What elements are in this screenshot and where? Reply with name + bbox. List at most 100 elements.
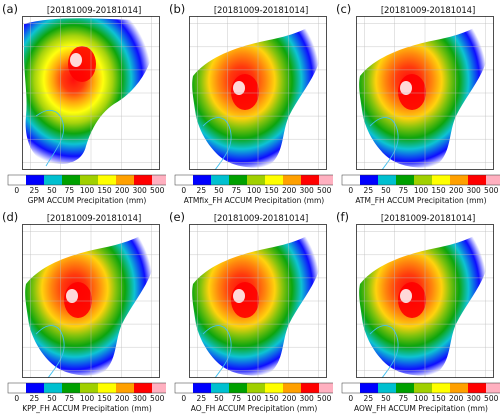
colorbar-segment — [193, 175, 211, 185]
colorbar-tick-label: 100 — [246, 394, 262, 403]
colorbar-segment — [283, 383, 301, 393]
colorbar-tick-label: 0 — [181, 186, 187, 195]
colorbar-tick-label: 150 — [431, 186, 446, 195]
colorbar-segment — [44, 383, 62, 393]
colorbar-segment — [193, 383, 211, 393]
colorbar-segment — [134, 383, 152, 393]
colorbar-segment — [229, 175, 247, 185]
colorbar-segment — [247, 175, 265, 185]
colorbar-ticks: 0 25 50 75 100 150 200 300 500 — [8, 186, 166, 196]
colorbar-segment — [450, 175, 468, 185]
colorbar-segment — [486, 383, 500, 393]
colorbar-label: KPP_FH ACCUM Precipitation (mm) — [22, 404, 152, 413]
colorbar-tick-label: 50 — [381, 394, 391, 403]
colorbar-segment — [98, 383, 116, 393]
panel-c: (c) [20181009-20181014] 0 25 50 75 100 150 200 30… — [334, 0, 500, 208]
panel-f: (f) [20181009-20181014] 0 25 50 75 100 150 200 30… — [334, 208, 500, 416]
panel-label: (c) — [336, 2, 352, 16]
colorbar-tick-label: 75 — [398, 394, 409, 403]
colorbar-segment — [283, 175, 301, 185]
panel-title: [20181009-20181014] — [380, 214, 476, 224]
colorbar-tick-label: 100 — [413, 186, 429, 195]
colorbar-tick-label: 0 — [14, 186, 20, 195]
colorbar-tick-label: 75 — [231, 186, 242, 195]
colorbar-tick-label: 50 — [47, 186, 57, 195]
colorbar-tick-label: 25 — [363, 394, 374, 403]
colorbar-segment — [301, 175, 319, 185]
colorbar-label: AO_FH ACCUM Precipitation (mm) — [190, 404, 318, 413]
colorbar-segment — [486, 175, 500, 185]
colorbar-ticks: 0 25 50 75 100 150 200 300 500 — [175, 394, 333, 404]
colorbar-segment — [396, 383, 414, 393]
colorbar-tick-label: 150 — [97, 186, 112, 195]
panel-label: (e) — [169, 210, 186, 224]
colorbar-tick-label: 100 — [79, 186, 95, 195]
colorbar-tick-label: 25 — [196, 394, 207, 403]
panel-a: (a) [20181009-20181014] 0 25 50 75 100 150 200 30… — [0, 0, 166, 208]
colorbar-segment — [342, 175, 360, 185]
colorbar-tick-label: 75 — [398, 186, 409, 195]
colorbar-tick-label: 300 — [466, 394, 481, 403]
colorbar-label: ATM_FH ACCUM Precipitation (mm) — [355, 196, 487, 205]
colorbar-ticks: 0 25 50 75 100 150 200 300 500 — [342, 394, 500, 404]
colorbar-tick-label: 150 — [431, 394, 446, 403]
colorbar-segment — [44, 175, 62, 185]
colorbar-segment — [319, 383, 333, 393]
colorbar-segment — [152, 175, 166, 185]
colorbar-tick-label: 300 — [299, 186, 314, 195]
precipitation-map — [22, 16, 160, 170]
colorbar-tick-label: 500 — [317, 186, 332, 195]
colorbar-tick-label: 25 — [29, 394, 40, 403]
colorbar — [174, 382, 333, 394]
colorbar-tick-label: 25 — [29, 186, 40, 195]
colorbar-tick-label: 300 — [299, 394, 314, 403]
colorbar-segment — [80, 383, 98, 393]
colorbar-segment — [450, 383, 468, 393]
colorbar-tick-label: 200 — [281, 186, 297, 195]
panel-label: (b) — [169, 2, 186, 16]
colorbar-segment — [360, 175, 378, 185]
colorbar-tick-label: 100 — [246, 186, 262, 195]
colorbar-tick-label: 150 — [97, 394, 112, 403]
colorbar-tick-label: 50 — [214, 186, 224, 195]
colorbar-tick-label: 50 — [214, 394, 224, 403]
panel-e: (e) [20181009-20181014] 0 25 50 75 100 150 200 30… — [167, 208, 333, 416]
panel-title: [20181009-20181014] — [380, 6, 476, 16]
colorbar-segment — [134, 175, 152, 185]
colorbar-segment — [247, 383, 265, 393]
colorbar-segment — [378, 383, 396, 393]
panel-label: (f) — [336, 210, 350, 224]
colorbar-tick-label: 0 — [348, 394, 354, 403]
panel-title: [20181009-20181014] — [46, 214, 142, 224]
colorbar-tick-label: 500 — [484, 394, 499, 403]
colorbar-segment — [396, 175, 414, 185]
colorbar-ticks: 0 25 50 75 100 150 200 300 500 — [8, 394, 166, 404]
colorbar-segment — [301, 383, 319, 393]
colorbar-segment — [342, 383, 360, 393]
colorbar-tick-label: 25 — [363, 186, 374, 195]
colorbar-segment — [360, 383, 378, 393]
colorbar-segment — [175, 175, 193, 185]
colorbar-segment — [468, 175, 486, 185]
colorbar — [7, 382, 166, 394]
colorbar-label: AOW_FH ACCUM Precipitation (mm) — [354, 404, 488, 413]
colorbar-tick-label: 200 — [114, 186, 130, 195]
colorbar-tick-label: 100 — [413, 394, 429, 403]
colorbar-segment — [432, 383, 450, 393]
colorbar-tick-label: 50 — [47, 394, 57, 403]
colorbar-segment — [175, 383, 193, 393]
colorbar-segment — [26, 383, 44, 393]
colorbar-segment — [8, 175, 26, 185]
precipitation-map — [22, 224, 160, 378]
colorbar-segment — [468, 383, 486, 393]
colorbar-tick-label: 75 — [64, 186, 75, 195]
colorbar — [341, 382, 500, 394]
colorbar-segment — [265, 175, 283, 185]
colorbar-tick-label: 150 — [264, 186, 279, 195]
precipitation-map — [189, 16, 327, 170]
panel-b: (b) [20181009-20181014] 0 25 50 75 100 150 200 30… — [167, 0, 333, 208]
colorbar-label: ATMfix_FH ACCUM Precipitation (mm) — [183, 196, 325, 205]
colorbar-tick-label: 0 — [181, 394, 187, 403]
colorbar-segment — [229, 383, 247, 393]
